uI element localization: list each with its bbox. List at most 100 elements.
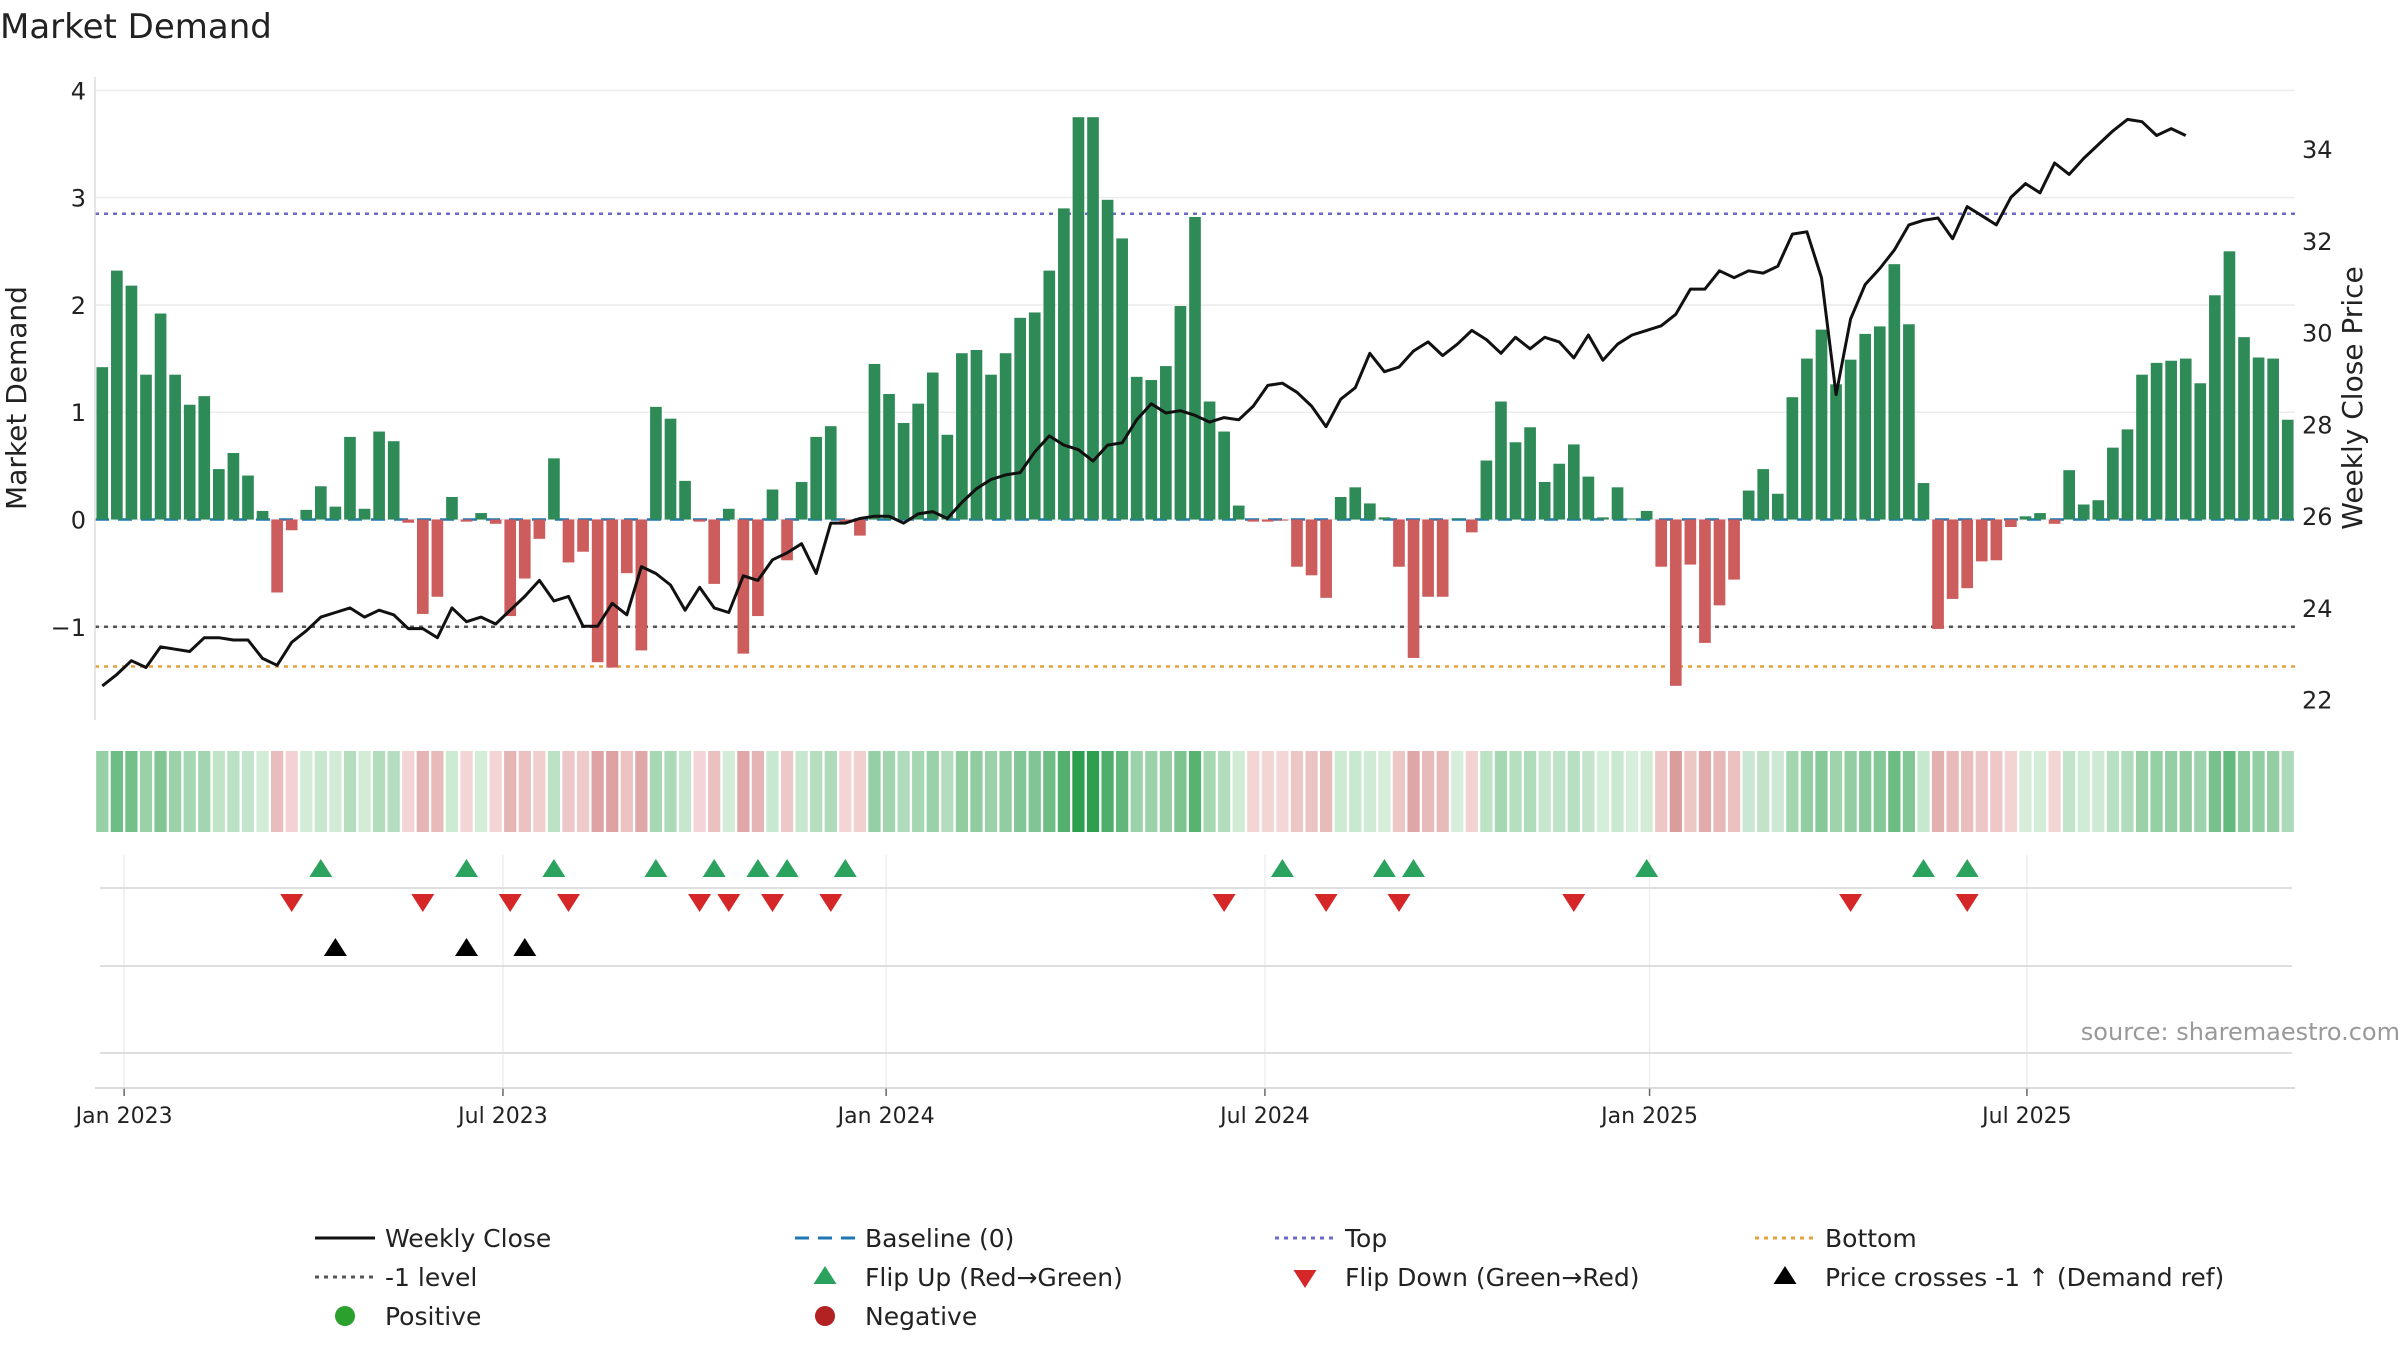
flip-up-marker — [1955, 859, 1979, 877]
demand-bar — [518, 519, 531, 579]
demand-bar — [1349, 487, 1362, 520]
demand-bar — [373, 431, 385, 520]
demand-bar — [125, 285, 138, 520]
heat-cell — [2092, 751, 2105, 832]
heat-cell — [474, 751, 488, 832]
demand-bar — [1699, 519, 1711, 643]
demand-bar — [2150, 362, 2163, 520]
heat-cell — [169, 751, 182, 832]
heat-cell — [504, 751, 517, 832]
heat-cell — [1363, 751, 1376, 832]
heat-cell — [868, 751, 881, 832]
demand-bar — [1130, 376, 1143, 520]
demand-bar — [1801, 358, 1813, 520]
demand-bar — [1873, 326, 1886, 520]
heat-cell — [810, 751, 823, 832]
heat-cell — [2223, 751, 2236, 832]
legend-swatch-triangle-down — [1293, 1270, 1317, 1288]
demand-bar — [941, 434, 954, 520]
demand-bar — [1917, 483, 1930, 520]
heat-cell — [1859, 751, 1872, 832]
demand-bar — [1815, 329, 1828, 520]
legend-swatch-circle — [335, 1306, 355, 1326]
heat-cell — [1684, 751, 1697, 832]
heat-cell — [751, 751, 765, 832]
heat-cell — [1159, 751, 1172, 832]
heat-cell — [1975, 751, 1988, 832]
x-tick-label: Jan 2023 — [74, 1104, 173, 1129]
demand-bar — [1524, 427, 1536, 520]
demand-bar — [1538, 481, 1551, 520]
demand-bar — [1364, 503, 1376, 520]
demand-bar — [2121, 429, 2134, 520]
demand-bar — [1378, 517, 1391, 520]
heat-cell — [1276, 751, 1289, 832]
flip-down-marker — [411, 894, 435, 912]
heat-cell — [372, 751, 386, 832]
demand-bar — [1946, 519, 1959, 599]
heat-cell — [1130, 751, 1143, 832]
heat-cell — [212, 751, 225, 832]
demand-bar — [344, 436, 356, 520]
legend-label: Baseline (0) — [865, 1224, 1014, 1253]
x-tick-label: Jul 2025 — [1980, 1104, 2072, 1129]
demand-bar — [1990, 519, 2003, 561]
heat-cell — [1931, 751, 1945, 832]
demand-bar — [970, 350, 983, 520]
legend-label: Price crosses -1 ↑ (Demand ref) — [1825, 1263, 2224, 1292]
heat-cell — [1596, 751, 1610, 832]
demand-bar — [1291, 519, 1303, 567]
heat-cell — [431, 751, 444, 832]
legend: Weekly Close Baseline (0) Top Bottom -1 leve… — [315, 1224, 2224, 1331]
demand-bar — [620, 519, 633, 574]
demand-bar — [111, 270, 123, 520]
demand-bar — [1320, 519, 1332, 598]
x-tick-label: Jul 2024 — [1218, 1104, 1310, 1129]
demand-bar — [985, 374, 997, 520]
demand-bar — [2063, 470, 2075, 520]
demand-bar — [1101, 199, 1114, 520]
heat-cell — [2208, 751, 2221, 832]
demand-bar — [752, 519, 764, 617]
x-tick-label: Jan 2025 — [1599, 1104, 1698, 1129]
demand-bar — [227, 453, 240, 520]
reference-lines — [95, 212, 2295, 668]
demand-bar — [1305, 519, 1318, 576]
demand-heat-strip — [96, 751, 2294, 832]
heat-cell — [1611, 751, 1624, 832]
heat-cell — [912, 751, 925, 832]
demand-bar — [2077, 504, 2090, 520]
flip-down-marker — [498, 894, 522, 912]
heat-cell — [1057, 751, 1070, 832]
demand-bar — [897, 422, 910, 520]
heat-cell — [300, 751, 313, 832]
demand-bar — [868, 363, 881, 520]
heat-cell — [693, 751, 706, 832]
heat-cell — [358, 751, 371, 832]
demand-bar — [1028, 312, 1041, 520]
flip-up-marker — [1270, 859, 1294, 877]
demand-bar — [2238, 337, 2250, 520]
flip-up-marker — [309, 859, 333, 877]
legend-swatch-triangle-up — [1773, 1266, 1797, 1284]
demand-bar — [1597, 517, 1609, 520]
heat-cell — [1174, 751, 1187, 832]
y-right-tick-label: 24 — [2302, 595, 2333, 623]
demand-bar — [140, 374, 152, 520]
demand-bar — [606, 519, 619, 668]
demand-bar — [256, 510, 269, 520]
y-left-tick-label: 0 — [71, 507, 86, 535]
chart-title: Market Demand — [0, 7, 272, 47]
demand-bar — [1844, 359, 1857, 520]
demand-bar — [999, 353, 1012, 520]
flip-down-marker — [280, 894, 304, 912]
heat-cell — [678, 751, 692, 832]
demand-bar — [577, 519, 589, 552]
heat-cell — [1072, 751, 1085, 832]
legend-label: -1 level — [385, 1263, 477, 1292]
y-left-tick-label: −1 — [51, 614, 86, 642]
demand-bar — [1640, 510, 1653, 520]
heat-cell — [1888, 751, 1901, 832]
legend-label: Top — [1344, 1224, 1387, 1253]
heat-cell — [2179, 751, 2192, 832]
